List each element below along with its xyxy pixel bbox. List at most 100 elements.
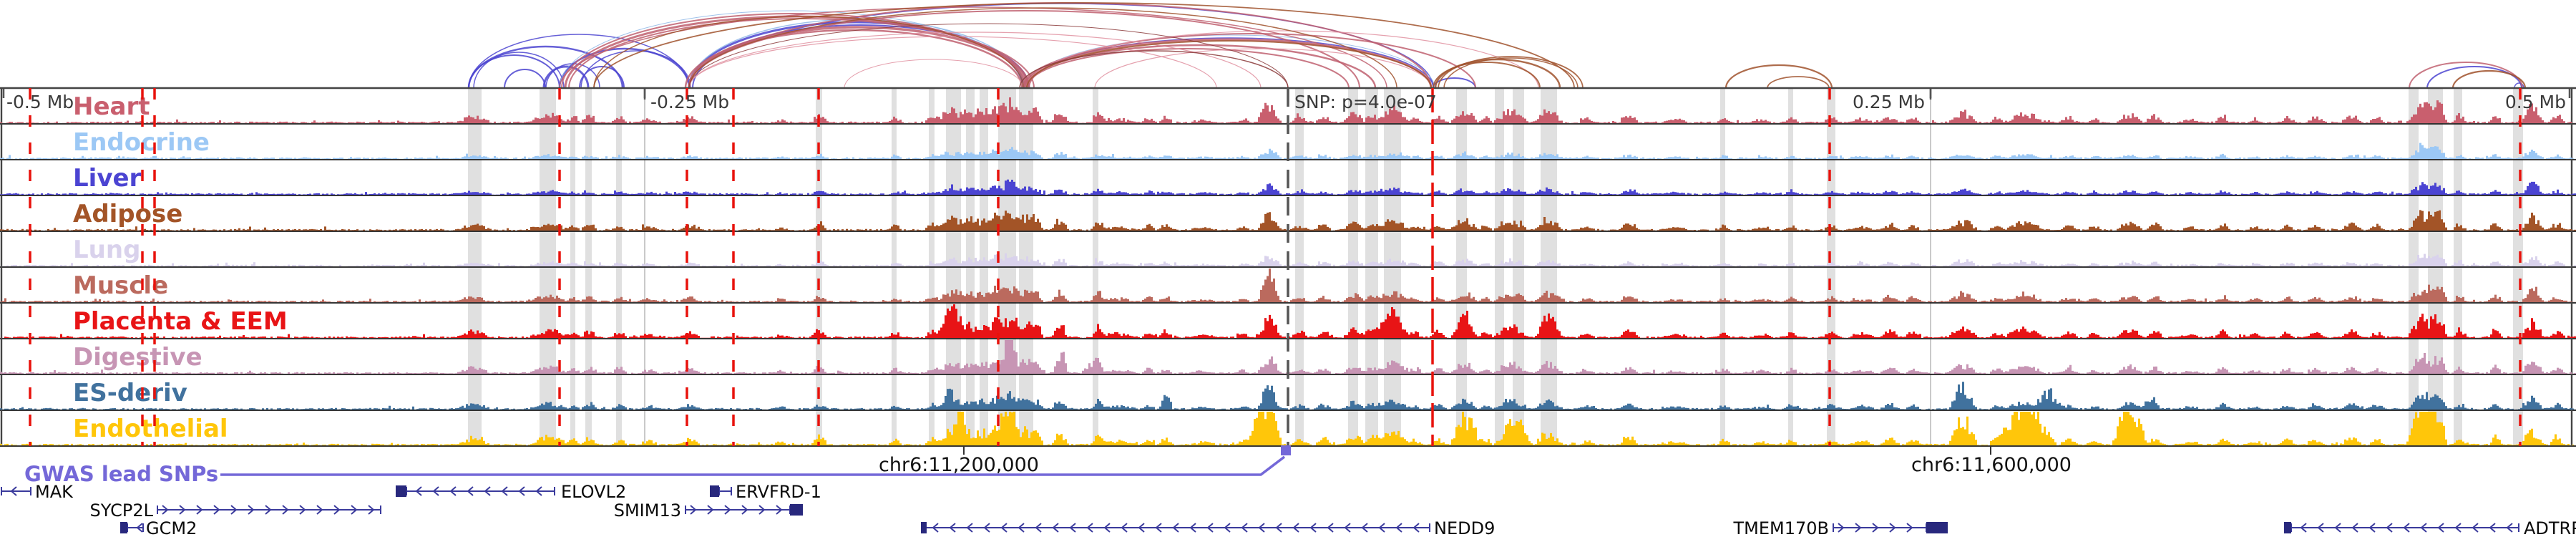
interaction-arc xyxy=(580,50,691,89)
interaction-arc xyxy=(468,34,690,89)
heart-track-label: Heart xyxy=(73,92,150,121)
digestive-signal xyxy=(0,340,2576,374)
gene-exon-box xyxy=(120,522,127,533)
strand-arrow xyxy=(1138,523,1145,533)
es-deriv-signal xyxy=(0,382,2576,410)
strand-arrow xyxy=(1052,523,1059,533)
strand-arrow xyxy=(501,486,508,496)
strand-arrow xyxy=(724,505,731,515)
interaction-arc xyxy=(558,47,691,89)
strand-arrow xyxy=(776,505,783,515)
strand-arrow xyxy=(758,505,766,515)
gene-ervfrd-1: ERVFRD-1 xyxy=(710,482,821,502)
strand-arrow xyxy=(2403,523,2410,533)
interaction-arc xyxy=(688,23,1289,89)
gene-adtrp: ADTRP xyxy=(2284,518,2576,537)
interaction-arc xyxy=(1028,33,1476,89)
heart-signal xyxy=(0,97,2576,123)
strand-arrow xyxy=(1378,523,1385,533)
strand-arrow xyxy=(2368,523,2376,533)
interaction-arc xyxy=(559,6,1387,89)
lung-track-label: Lung xyxy=(73,236,140,264)
interaction-arc xyxy=(688,36,1217,89)
strand-arrow xyxy=(316,505,323,515)
endocrine-signal xyxy=(0,142,2576,159)
gene-exon-box xyxy=(396,485,406,497)
interaction-arc xyxy=(684,29,1023,89)
strand-arrow xyxy=(467,486,474,496)
track-endothelial: Endothelial xyxy=(0,412,2576,445)
endothelial-track-label: Endothelial xyxy=(73,415,228,443)
strand-arrow xyxy=(1000,523,1008,533)
strand-arrow xyxy=(299,505,306,515)
gene-nedd9: NEDD9 xyxy=(921,518,1495,537)
strand-arrow xyxy=(1121,523,1128,533)
gene-exon-box xyxy=(710,485,719,497)
gene-label: SYCP2L xyxy=(90,500,154,521)
placenta-eem-track-label: Placenta & EEM xyxy=(73,307,288,336)
strand-arrow xyxy=(2506,523,2513,533)
adipose-signal xyxy=(0,210,2576,231)
es-deriv-track-label: ES-deriv xyxy=(73,379,187,407)
strand-arrow xyxy=(2300,523,2307,533)
strand-arrow xyxy=(2386,523,2393,533)
strand-arrow xyxy=(1069,523,1076,533)
interaction-arc xyxy=(688,7,1397,89)
strand-arrow xyxy=(2334,523,2341,533)
strand-arrow xyxy=(1344,523,1351,533)
strand-arrow xyxy=(2472,523,2479,533)
gene-exon-box xyxy=(1926,522,1948,533)
strand-arrow xyxy=(2317,523,2324,533)
axis-tick-label: 0.5 Mb xyxy=(2505,92,2566,112)
track-placenta-eem: Placenta & EEM xyxy=(0,304,2576,338)
strand-arrow xyxy=(1035,523,1042,533)
strand-arrow xyxy=(415,486,422,496)
endothelial-signal xyxy=(0,412,2576,445)
interaction-arc xyxy=(1026,30,1539,89)
gene-sycp2l: SYCP2L xyxy=(90,500,381,521)
strand-arrow xyxy=(707,505,714,515)
strand-arrow xyxy=(230,505,238,515)
track-muscle: Muscle xyxy=(0,268,2576,302)
strand-arrow xyxy=(1889,523,1896,533)
strand-arrow xyxy=(1413,523,1420,533)
strand-arrow xyxy=(1872,523,1879,533)
annotation-layer: chr6:11,200,000 chr6:11,600,000 GWAS lead … xyxy=(1,445,2576,537)
coordinate-label: chr6:11,600,000 xyxy=(1911,454,2072,476)
strand-arrow xyxy=(2489,523,2496,533)
track-digestive: Digestive xyxy=(0,340,2576,374)
signal-tracks-layer: HeartEndocrineLiverAdiposeLungMusclePlac… xyxy=(0,92,2576,445)
strand-arrow xyxy=(518,486,525,496)
gene-label: MAK xyxy=(35,482,74,502)
interaction-arc xyxy=(1026,40,1432,89)
gene-label: ADTRP xyxy=(2524,518,2576,537)
strand-arrow xyxy=(741,505,748,515)
strand-arrow xyxy=(1275,523,1282,533)
strand-arrow xyxy=(2437,523,2444,533)
gene-exon-box xyxy=(921,522,927,533)
strand-arrow xyxy=(162,505,169,515)
interaction-arcs-layer xyxy=(467,2,2527,89)
interaction-arc xyxy=(467,45,624,89)
strand-arrow xyxy=(1241,523,1248,533)
strand-arrow xyxy=(136,523,143,533)
coordinate-label: chr6:11,200,000 xyxy=(879,454,1039,476)
snp-lines-layer xyxy=(29,88,2522,446)
strand-arrow xyxy=(282,505,289,515)
gene-tmem170b: TMEM170B xyxy=(1732,518,1948,537)
liver-track-label: Liver xyxy=(73,164,142,193)
strand-arrow xyxy=(966,523,973,533)
strand-arrow xyxy=(1172,523,1179,533)
strand-arrow xyxy=(1309,523,1317,533)
placenta-eem-signal xyxy=(0,304,2576,338)
strand-arrow xyxy=(1395,523,1402,533)
strand-arrow xyxy=(949,523,956,533)
strand-arrow xyxy=(1189,523,1196,533)
strand-arrow xyxy=(196,505,203,515)
labels-layer: -0.5 Mb -0.25 Mb 0.25 Mb 0.5 Mb SNP: p=4.0e-… xyxy=(6,92,2566,112)
strand-arrow xyxy=(1155,523,1162,533)
strand-arrow xyxy=(265,505,272,515)
strand-arrow xyxy=(932,523,939,533)
gene-label: NEDD9 xyxy=(1434,518,1495,537)
